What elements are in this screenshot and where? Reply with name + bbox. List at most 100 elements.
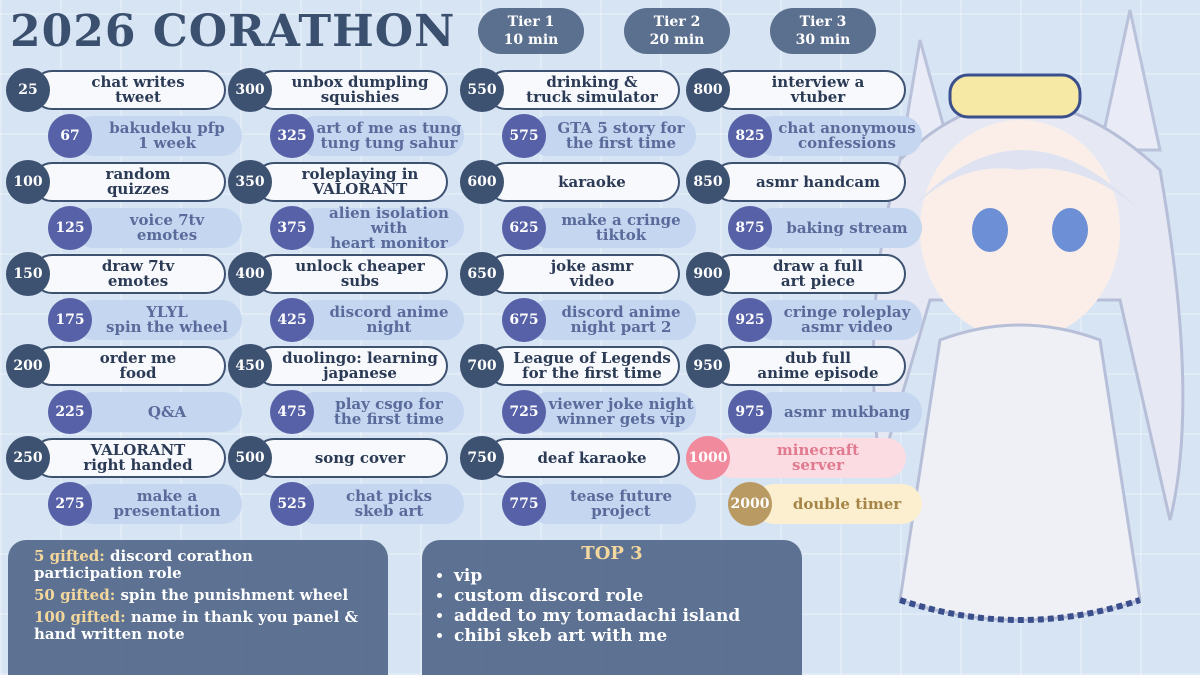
goal-amount: 1000 <box>686 436 730 480</box>
goal: VALORANT right handed 250 <box>6 436 226 480</box>
goal-amount: 825 <box>728 114 772 158</box>
goal: bakudeku pfp 1 week 67 <box>48 114 268 158</box>
goal-label: discord anime night <box>296 300 464 340</box>
goal-amount: 850 <box>686 160 730 204</box>
goal-label: alien isolation with heart monitor <box>296 205 464 250</box>
goal-amount: 2000 <box>728 482 772 526</box>
top3-item: added to my tomadachi island <box>454 606 788 626</box>
goal-amount: 375 <box>270 206 314 250</box>
goal: random quizzes 100 <box>6 160 226 204</box>
goal-label: order me food <box>32 346 226 386</box>
goal-label: interview a vtuber <box>712 70 906 110</box>
goal: make a presentation 275 <box>48 482 268 526</box>
goal: draw a full art piece 900 <box>686 252 906 296</box>
goal: YLYL spin the wheel 175 <box>48 298 268 342</box>
tier-name: Tier 3 <box>799 14 847 30</box>
goal: interview a vtuber 800 <box>686 68 906 112</box>
goal-amount: 275 <box>48 482 92 526</box>
goal: order me food 200 <box>6 344 226 388</box>
goal-label: minecraft server <box>712 438 906 478</box>
goal: dub full anime episode 950 <box>686 344 906 388</box>
goal-amount: 675 <box>502 298 546 342</box>
goal: discord anime night part 2 675 <box>502 298 722 342</box>
goal-amount: 650 <box>460 252 504 296</box>
goal-amount: 800 <box>686 68 730 112</box>
goal: Q&A 225 <box>48 390 268 434</box>
goal-label: asmr mukbang <box>754 392 922 432</box>
goal: drinking & truck simulator 550 <box>460 68 680 112</box>
goal: draw 7tv emotes 150 <box>6 252 226 296</box>
goal-label: chat anonymous confessions <box>754 116 922 156</box>
goal: discord anime night 425 <box>270 298 490 342</box>
gifted-reward: spin the punishment wheel <box>120 586 349 604</box>
goal: alien isolation with heart monitor 375 <box>270 205 490 250</box>
goal: play csgo for the first time 475 <box>270 390 490 434</box>
goal: art of me as tung tung tung sahur 325 <box>270 114 490 158</box>
goal-amount: 900 <box>686 252 730 296</box>
gifted-count: 50 gifted: <box>34 586 116 604</box>
gifted-count: 5 gifted: <box>34 547 105 565</box>
goal-amount: 250 <box>6 436 50 480</box>
goal-label: draw a full art piece <box>712 254 906 294</box>
tier-name: Tier 2 <box>653 14 701 30</box>
goal: cringe roleplay asmr video 925 <box>728 298 948 342</box>
goal-label: draw 7tv emotes <box>32 254 226 294</box>
goal-label: chat picks skeb art <box>296 484 464 524</box>
goal-amount: 350 <box>228 160 272 204</box>
goal-label: double timer <box>754 484 922 524</box>
goal-amount: 500 <box>228 436 272 480</box>
goal-amount: 100 <box>6 160 50 204</box>
goal-amount: 300 <box>228 68 272 112</box>
goal-amount: 700 <box>460 344 504 388</box>
goal-label: League of Legends for the first time <box>486 346 680 386</box>
goal-label: karaoke <box>486 162 680 202</box>
goal-amount: 475 <box>270 390 314 434</box>
goal-label: voice 7tv emotes <box>74 208 242 248</box>
goal-amount: 425 <box>270 298 314 342</box>
goal-amount: 525 <box>270 482 314 526</box>
gifted-count: 100 gifted: <box>34 608 126 626</box>
top3-item: custom discord role <box>454 586 788 606</box>
goal-label: Q&A <box>74 392 242 432</box>
tier: Tier 3 30 min <box>770 8 876 54</box>
goal: make a cringe tiktok 625 <box>502 206 722 250</box>
top3-list: vipcustom discord roleadded to my tomada… <box>436 566 788 646</box>
goal-label: deaf karaoke <box>486 438 680 478</box>
goal-amount: 775 <box>502 482 546 526</box>
gifted-item: 5 gifted: discord corathon participation… <box>34 548 362 582</box>
goal-label: unbox dumpling squishies <box>254 70 448 110</box>
tier-time: 10 min <box>503 32 559 48</box>
tier: Tier 1 10 min <box>478 8 584 54</box>
goal-amount: 175 <box>48 298 92 342</box>
goal-label: make a cringe tiktok <box>528 208 696 248</box>
goal: chat anonymous confessions 825 <box>728 114 948 158</box>
goal: chat writes tweet 25 <box>6 68 226 112</box>
goal-amount: 450 <box>228 344 272 388</box>
goal-label: drinking & truck simulator <box>486 70 680 110</box>
tier-time: 30 min <box>795 32 851 48</box>
character-art <box>871 9 1185 623</box>
goal-amount: 550 <box>460 68 504 112</box>
goal-label: tease future project <box>528 484 696 524</box>
goal-label: make a presentation <box>74 484 242 524</box>
top3-item: chibi skeb art with me <box>454 626 788 646</box>
goal-amount: 400 <box>228 252 272 296</box>
top3-title: TOP 3 <box>581 543 643 564</box>
goal: duolingo: learning japanese 450 <box>228 344 448 388</box>
gifted-item: 50 gifted: spin the punishment wheel <box>34 587 362 604</box>
goal-label: song cover <box>254 438 448 478</box>
goal-label: dub full anime episode <box>712 346 906 386</box>
goal-label: bakudeku pfp 1 week <box>74 116 242 156</box>
goal: voice 7tv emotes 125 <box>48 206 268 250</box>
goal-amount: 950 <box>686 344 730 388</box>
goal: unbox dumpling squishies 300 <box>228 68 448 112</box>
goal-label: discord anime night part 2 <box>528 300 696 340</box>
goal: minecraft server 1000 <box>686 436 906 480</box>
goal-amount: 67 <box>48 114 92 158</box>
goal-label: asmr handcam <box>712 162 906 202</box>
goal-label: GTA 5 story for the first time <box>528 116 696 156</box>
goal-amount: 600 <box>460 160 504 204</box>
goal-amount: 625 <box>502 206 546 250</box>
goal: GTA 5 story for the first time 575 <box>502 114 722 158</box>
